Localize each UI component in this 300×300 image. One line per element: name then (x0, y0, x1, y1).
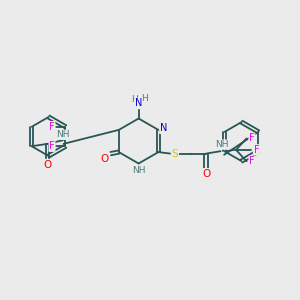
Text: F: F (254, 145, 259, 155)
Text: NH: NH (56, 130, 70, 139)
Text: F: F (249, 156, 255, 166)
Text: S: S (172, 148, 178, 159)
Text: F: F (49, 122, 55, 132)
Text: F: F (49, 141, 55, 151)
Text: NH: NH (132, 166, 145, 175)
Text: F: F (249, 134, 255, 143)
Text: N: N (160, 123, 167, 134)
Text: H: H (141, 94, 147, 103)
Text: O: O (43, 160, 51, 170)
Text: NH: NH (215, 140, 229, 149)
Text: H: H (131, 95, 138, 104)
Text: N: N (135, 98, 142, 109)
Text: O: O (202, 169, 210, 179)
Text: O: O (100, 154, 109, 164)
